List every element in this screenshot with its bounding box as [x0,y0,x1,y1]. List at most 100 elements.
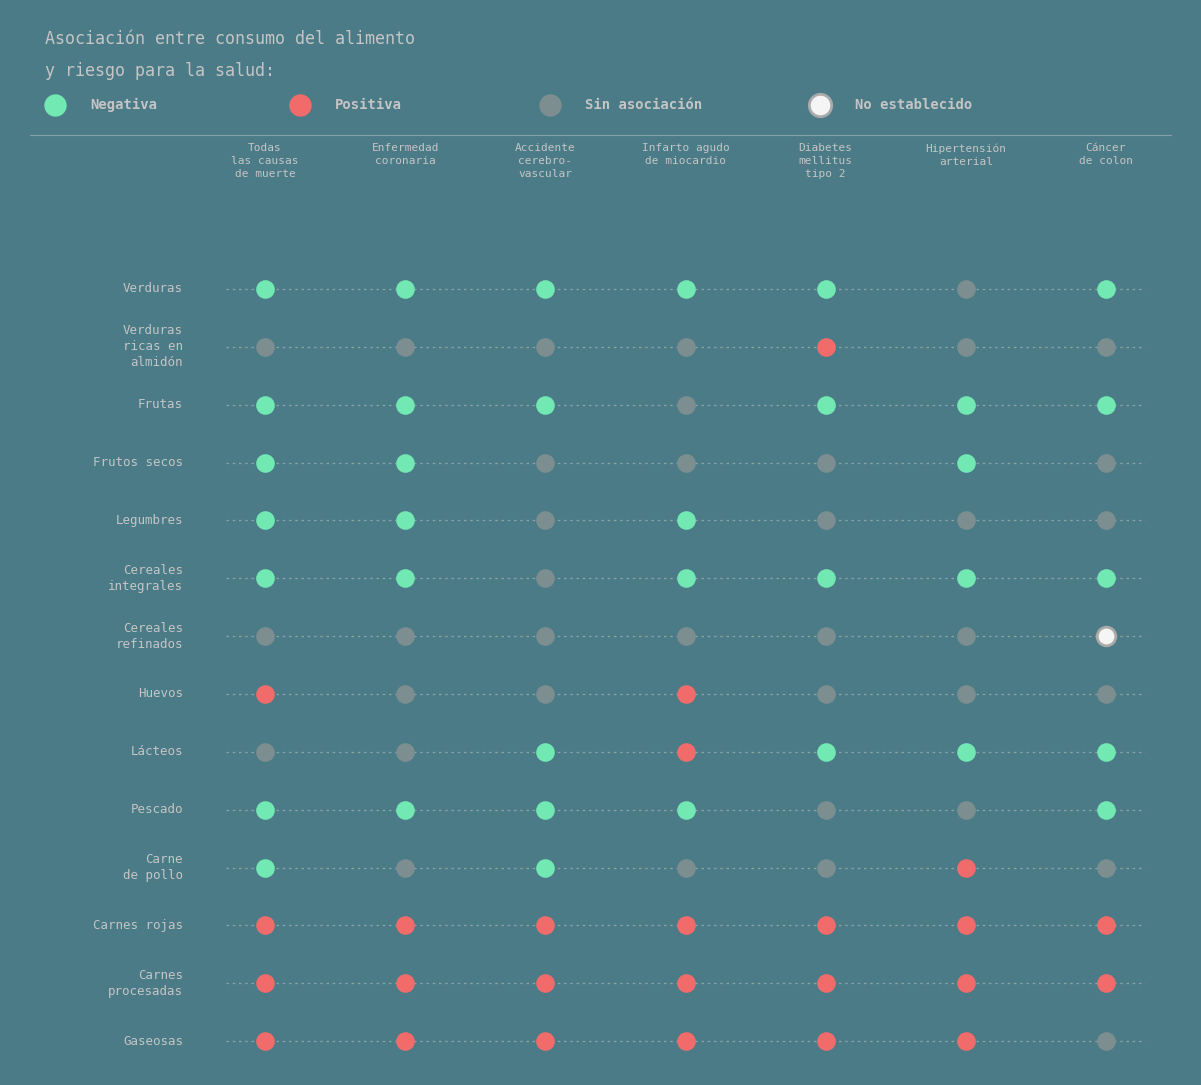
Point [395,396,414,413]
Point [256,801,275,818]
Point [956,743,975,761]
Point [956,454,975,471]
Point [536,917,555,934]
Point [815,859,835,877]
Point [540,97,560,114]
Point [256,743,275,761]
Point [395,917,414,934]
Point [1097,801,1116,818]
Point [676,917,695,934]
Text: No establecido: No establecido [855,98,973,112]
Text: y riesgo para la salud:: y riesgo para la salud: [44,62,275,80]
Point [256,627,275,644]
Point [256,859,275,877]
Point [1097,743,1116,761]
Point [676,627,695,644]
Text: Legumbres: Legumbres [115,514,183,527]
Point [815,512,835,529]
Point [1097,686,1116,703]
Point [1097,917,1116,934]
Text: Huevos: Huevos [138,688,183,701]
Point [956,686,975,703]
Point [536,1033,555,1050]
Text: Pescado: Pescado [131,803,183,816]
Point [395,743,414,761]
Point [395,454,414,471]
Point [256,280,275,297]
Point [256,570,275,587]
Point [395,512,414,529]
Point [1097,627,1116,644]
Point [956,917,975,934]
Text: Cereales
integrales: Cereales integrales [108,564,183,592]
Point [815,396,835,413]
Point [256,686,275,703]
Point [956,627,975,644]
Point [395,570,414,587]
Point [815,743,835,761]
Point [956,280,975,297]
Point [395,339,414,356]
Text: Accidente
cerebro-
vascular: Accidente cerebro- vascular [515,143,575,179]
Point [676,859,695,877]
Point [256,396,275,413]
Point [256,917,275,934]
Point [815,627,835,644]
Point [676,339,695,356]
Point [256,339,275,356]
Point [815,801,835,818]
Text: Carnes rojas: Carnes rojas [92,919,183,932]
Point [536,570,555,587]
Text: Asociación entre consumo del alimento: Asociación entre consumo del alimento [44,30,416,48]
Point [956,396,975,413]
Point [815,686,835,703]
Text: Gaseosas: Gaseosas [123,1035,183,1048]
Point [815,1033,835,1050]
Point [536,686,555,703]
Point [811,97,830,114]
Point [956,801,975,818]
Point [815,280,835,297]
Point [676,512,695,529]
Point [956,1033,975,1050]
Point [536,454,555,471]
Point [1097,974,1116,992]
Point [395,627,414,644]
Text: Carne
de pollo: Carne de pollo [123,853,183,882]
Point [46,97,65,114]
Point [1097,570,1116,587]
Point [536,974,555,992]
Point [815,339,835,356]
Text: Verduras
ricas en
almidón: Verduras ricas en almidón [123,324,183,369]
Point [395,859,414,877]
Point [676,1033,695,1050]
Point [1097,280,1116,297]
Text: Todas
las causas
de muerte: Todas las causas de muerte [232,143,299,179]
Text: Sin asociación: Sin asociación [585,98,703,112]
Point [956,339,975,356]
Point [676,686,695,703]
Point [676,570,695,587]
Point [676,743,695,761]
Point [1097,512,1116,529]
Point [395,686,414,703]
Text: Cáncer
de colon: Cáncer de colon [1078,143,1133,166]
Point [395,974,414,992]
Text: Negativa: Negativa [90,98,157,112]
Point [676,396,695,413]
Point [956,859,975,877]
Point [256,974,275,992]
Text: Enfermedad
coronaria: Enfermedad coronaria [371,143,438,166]
Text: Verduras: Verduras [123,282,183,295]
Point [815,454,835,471]
Text: Frutos secos: Frutos secos [92,456,183,469]
Point [1097,396,1116,413]
Point [536,859,555,877]
Point [676,280,695,297]
Point [676,454,695,471]
Point [536,512,555,529]
Text: Positiva: Positiva [335,98,402,112]
Point [1097,339,1116,356]
Point [536,339,555,356]
Point [815,974,835,992]
